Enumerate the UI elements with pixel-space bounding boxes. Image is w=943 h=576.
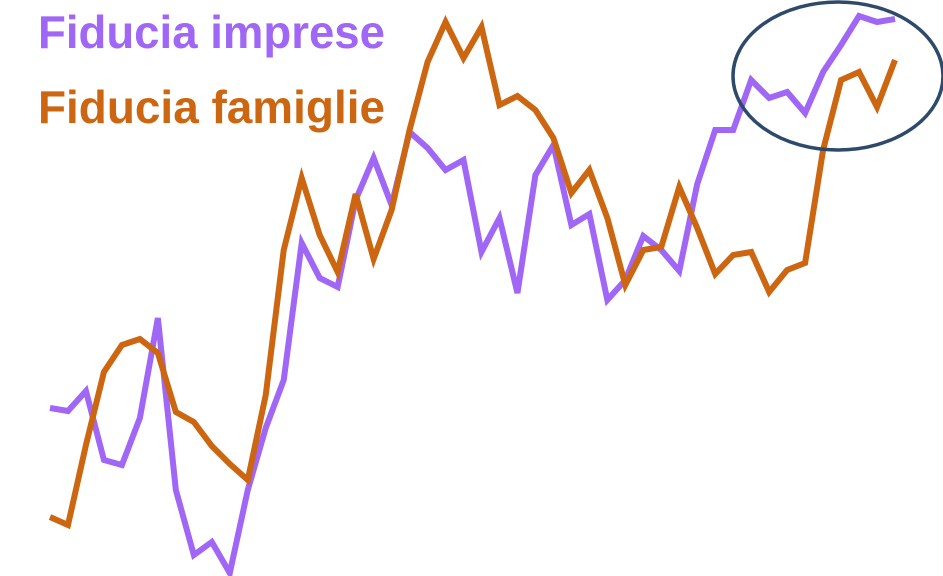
series-line: [49, 12, 896, 576]
highlight-ellipse: [731, 0, 943, 152]
series-line: [48, 14, 898, 530]
legend-label: Fiducia imprese: [38, 6, 385, 58]
plot-area: [48, 12, 898, 576]
legend-label: Fiducia famiglie: [38, 81, 385, 133]
